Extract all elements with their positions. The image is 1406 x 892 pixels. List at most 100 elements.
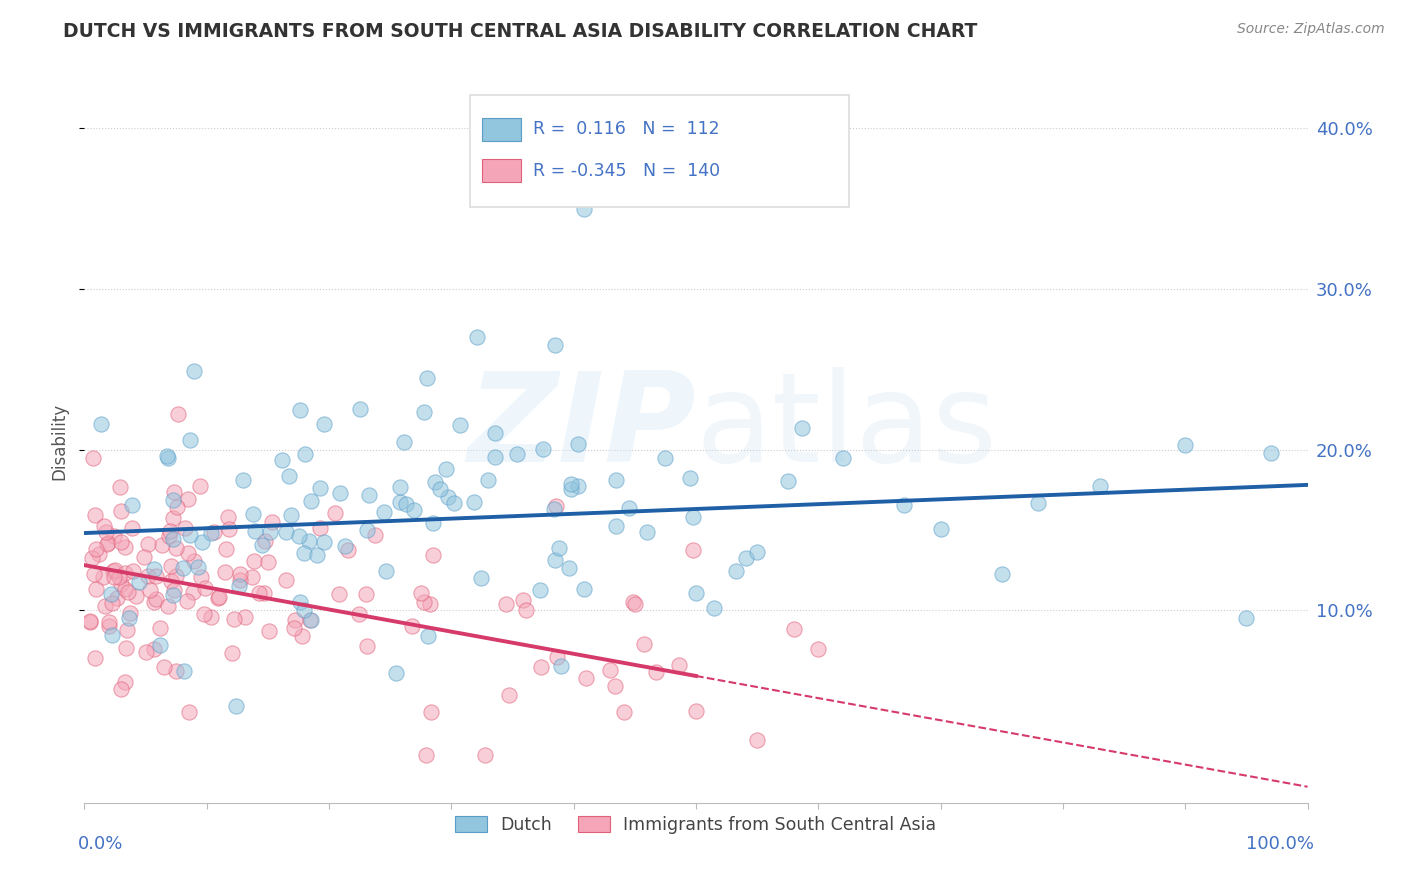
Point xyxy=(599,663,621,677)
Point xyxy=(546,499,568,513)
Point xyxy=(117,585,139,599)
Point xyxy=(605,473,627,487)
Point xyxy=(207,590,229,604)
Point xyxy=(394,497,416,511)
Point xyxy=(190,535,212,549)
FancyBboxPatch shape xyxy=(470,95,849,207)
Point xyxy=(567,478,589,492)
Point xyxy=(162,533,184,547)
Point xyxy=(103,529,125,543)
Point xyxy=(252,538,274,552)
Point xyxy=(436,490,458,504)
Point xyxy=(416,629,439,643)
Point xyxy=(550,659,572,673)
FancyBboxPatch shape xyxy=(482,159,522,182)
Point xyxy=(128,575,150,590)
Point xyxy=(190,570,212,584)
Point xyxy=(419,597,441,611)
Point xyxy=(101,628,124,642)
Point xyxy=(232,473,254,487)
Point xyxy=(298,613,321,627)
Point xyxy=(624,598,647,612)
Point xyxy=(160,574,183,589)
Point xyxy=(288,529,311,543)
Point xyxy=(221,647,243,661)
Point xyxy=(153,659,176,673)
Point xyxy=(529,583,551,598)
Point xyxy=(679,471,702,485)
Point xyxy=(108,480,131,494)
Point xyxy=(117,611,139,625)
Point xyxy=(217,510,239,524)
Point xyxy=(179,528,201,542)
Point xyxy=(207,591,229,606)
Point xyxy=(157,599,180,614)
Point xyxy=(176,594,198,608)
Point xyxy=(558,561,581,575)
Point xyxy=(228,566,250,581)
Point xyxy=(229,574,252,588)
Point xyxy=(135,645,157,659)
Point xyxy=(548,541,571,556)
Point xyxy=(93,519,115,533)
Point xyxy=(120,607,142,621)
Point xyxy=(402,502,425,516)
Point xyxy=(423,475,446,489)
Point xyxy=(477,473,499,487)
Point xyxy=(163,582,186,597)
Point xyxy=(685,586,707,600)
Point xyxy=(242,508,264,522)
Point xyxy=(294,447,316,461)
Point xyxy=(375,564,398,578)
Point xyxy=(243,554,266,568)
Point xyxy=(389,495,412,509)
Point xyxy=(163,484,186,499)
Point xyxy=(309,481,332,495)
Point xyxy=(288,595,311,609)
Point xyxy=(831,450,853,465)
Point xyxy=(292,602,315,616)
Point xyxy=(233,610,256,624)
Point xyxy=(392,434,415,449)
Point xyxy=(747,732,769,747)
Point xyxy=(100,596,122,610)
Point xyxy=(703,601,725,615)
Point xyxy=(567,437,589,451)
Point xyxy=(114,582,136,596)
Text: 0.0%: 0.0% xyxy=(79,835,124,854)
Point xyxy=(543,502,565,516)
Point xyxy=(214,565,236,579)
Point xyxy=(357,487,380,501)
Point xyxy=(298,533,321,548)
Point xyxy=(278,469,301,483)
Point xyxy=(333,539,356,553)
Point xyxy=(893,498,915,512)
Point xyxy=(134,550,156,565)
Point xyxy=(136,537,159,551)
Point xyxy=(162,588,184,602)
Point xyxy=(644,665,666,679)
Y-axis label: Disability: Disability xyxy=(51,403,69,480)
Point xyxy=(484,450,506,464)
Point xyxy=(1174,437,1197,451)
Point xyxy=(121,564,143,578)
Point xyxy=(495,597,517,611)
Point xyxy=(668,658,690,673)
Point xyxy=(253,533,276,548)
Text: DUTCH VS IMMIGRANTS FROM SOUTH CENTRAL ASIA DISABILITY CORRELATION CHART: DUTCH VS IMMIGRANTS FROM SOUTH CENTRAL A… xyxy=(63,22,977,41)
Point xyxy=(165,664,187,678)
Point xyxy=(546,650,568,665)
Point xyxy=(560,482,582,496)
Point xyxy=(385,666,408,681)
Point xyxy=(470,571,492,585)
Point xyxy=(280,508,302,522)
Point xyxy=(337,542,360,557)
Point xyxy=(776,474,799,488)
Point xyxy=(309,521,332,535)
Point xyxy=(150,539,173,553)
Point xyxy=(929,522,952,536)
Point xyxy=(434,462,457,476)
Point xyxy=(183,554,205,568)
Point xyxy=(173,664,195,678)
Point xyxy=(91,570,114,584)
